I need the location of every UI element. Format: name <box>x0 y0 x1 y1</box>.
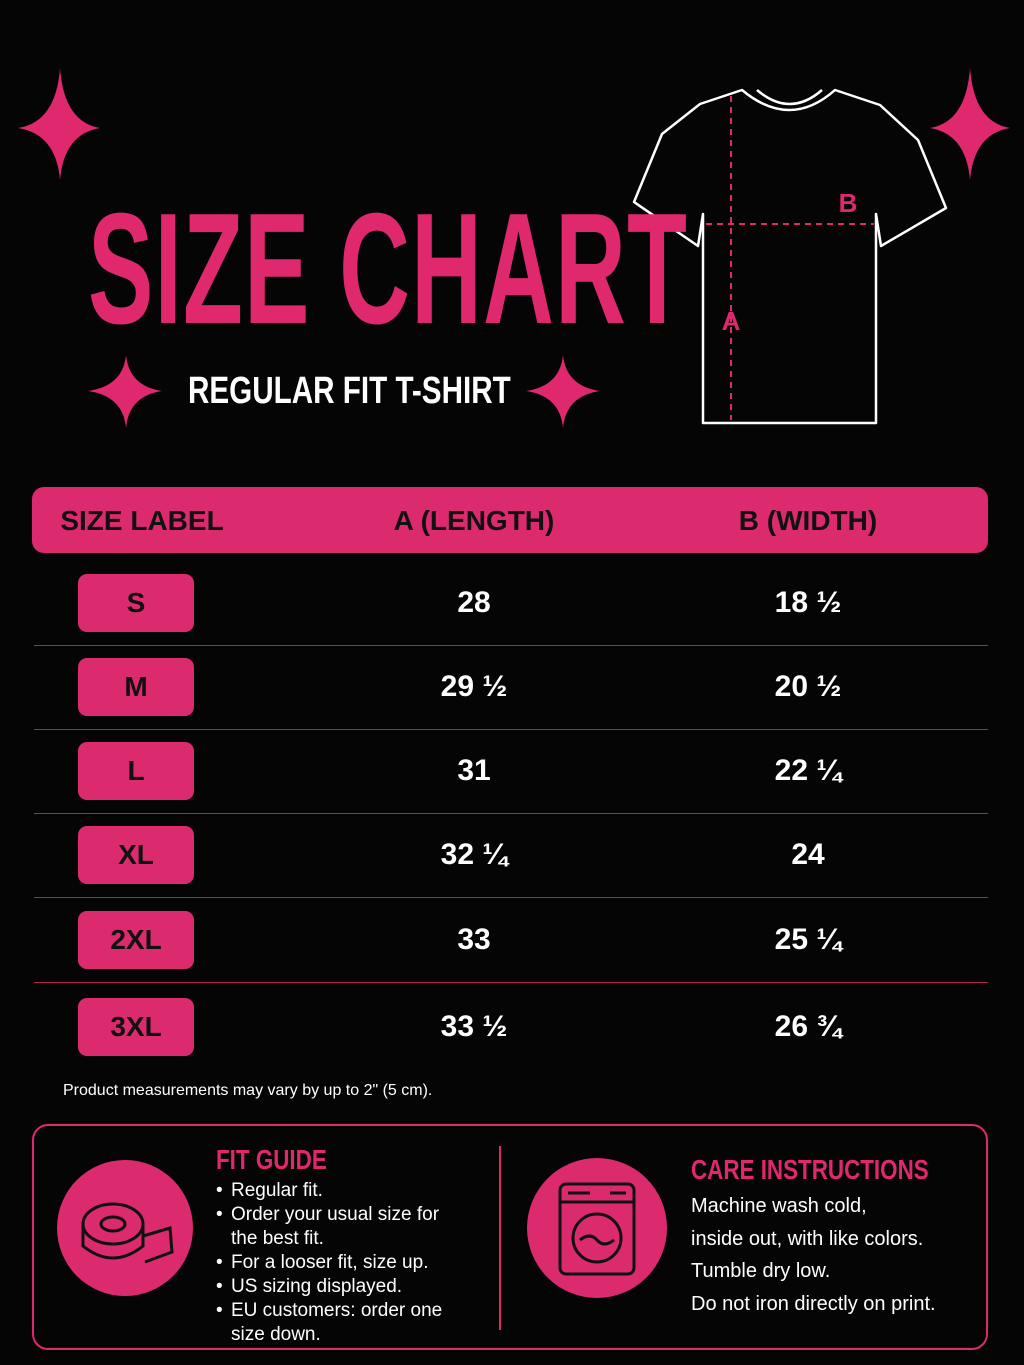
note: Product measurements may vary by up to 2… <box>63 1082 433 1099</box>
size-pill: XL <box>78 826 194 884</box>
care-line: Tumble dry low. <box>691 1260 831 1282</box>
size-pill: 2XL <box>78 911 194 969</box>
size-label: S <box>126 587 146 618</box>
table-cell: 33 ½ <box>440 1010 508 1043</box>
size-label: M <box>124 671 148 702</box>
table-cell: 26 ¾ <box>774 1010 842 1043</box>
column-header: A (LENGTH) <box>393 505 555 536</box>
fit-item: Regular fit. <box>216 1179 456 1203</box>
table-cell: 33 <box>457 923 491 956</box>
length-label: A <box>722 306 741 336</box>
care-line: Machine wash cold, <box>691 1195 867 1217</box>
care-line: inside out, with like colors. <box>691 1227 924 1250</box>
width-label: B <box>839 188 858 218</box>
size-pill: M <box>78 658 194 716</box>
care-list: Machine wash cold, inside out, with like … <box>691 1190 936 1320</box>
title: SIZE CHART <box>88 181 689 357</box>
table-cell: 32 ¼ <box>440 838 508 871</box>
fit-item: EU customers: order one size down. <box>216 1299 456 1347</box>
size-pill: S <box>78 574 194 632</box>
column-header: B (WIDTH) <box>738 505 878 536</box>
row-separator <box>34 729 988 730</box>
subtitle: REGULAR FIT T-SHIRT <box>188 370 511 412</box>
icons <box>57 1146 667 1330</box>
size-pill: 3XL <box>78 998 194 1056</box>
row-separator <box>34 897 988 898</box>
row-separator <box>34 645 988 646</box>
table-cell: 20 ½ <box>774 670 842 703</box>
table-cell: 18 ½ <box>774 586 842 619</box>
column-header: SIZE LABEL <box>60 505 224 536</box>
size-label: L <box>127 755 145 786</box>
size-label: 2XL <box>110 924 162 955</box>
fit-guide-title: FIT GUIDE <box>216 1144 327 1175</box>
size-pill: L <box>78 742 194 800</box>
table-cell: 28 <box>457 586 491 619</box>
table-header <box>32 487 988 553</box>
decoration: A B <box>18 68 1010 428</box>
table-cell: 25 ¼ <box>774 923 842 956</box>
fit-guide-list: Regular fit.Order your usual size for th… <box>216 1179 456 1347</box>
size-label: 3XL <box>110 1011 162 1042</box>
fit-item: For a looser fit, size up. <box>216 1251 456 1275</box>
table-cell: 24 <box>791 838 825 871</box>
care-title: CARE INSTRUCTIONS <box>691 1154 929 1185</box>
care-line: Do not iron directly on print. <box>691 1292 936 1315</box>
row-separator <box>34 982 988 983</box>
size-label: XL <box>118 839 154 870</box>
fit-item: US sizing displayed. <box>216 1275 456 1299</box>
table-cell: 31 <box>457 754 491 787</box>
table-cell: 22 ¼ <box>774 754 842 787</box>
fit-item: Order your usual size for the best fit. <box>216 1203 456 1251</box>
row-separator <box>34 813 988 814</box>
table-cell: 29 ½ <box>440 670 508 703</box>
info-panel <box>32 1124 988 1350</box>
